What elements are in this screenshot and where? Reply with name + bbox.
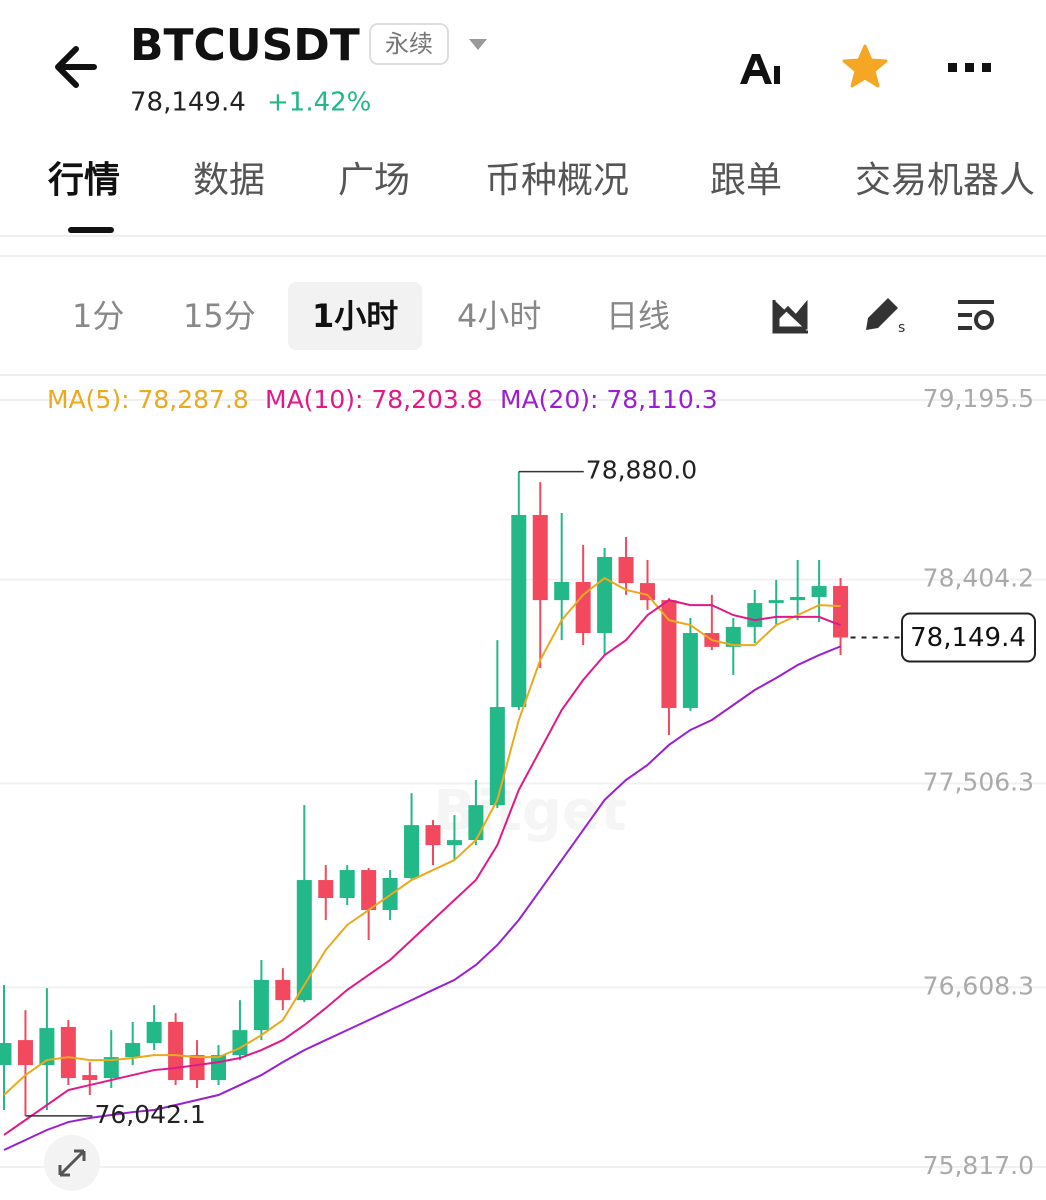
interval-tab[interactable]: 1分 [72, 297, 124, 335]
fullscreen-icon[interactable] [58, 1149, 86, 1177]
interval-tab[interactable]: 1小时 [312, 297, 398, 335]
candle-body [146, 1021, 162, 1044]
header-price: 78,149.4 [130, 88, 246, 118]
candle-body [168, 1021, 184, 1081]
interval-tab[interactable]: 15分 [183, 297, 256, 335]
settings-line[interactable] [958, 326, 972, 330]
ma-line [3, 645, 841, 1151]
high-marker-label: 78,880.0 [586, 456, 697, 485]
candle-body [17, 1040, 33, 1066]
tab[interactable]: 广场 [338, 160, 410, 201]
tab-underline [68, 227, 114, 233]
back-arrow[interactable] [55, 46, 97, 88]
candle-body [790, 596, 806, 601]
candle-body [446, 840, 462, 846]
more-button[interactable] [948, 63, 991, 72]
candle-body [682, 633, 698, 708]
chart-type-icon[interactable] [772, 299, 808, 334]
candle-body [597, 556, 613, 634]
tab[interactable]: 数据 [193, 160, 265, 201]
y-tick-label: 76,608.3 [923, 971, 1034, 1000]
more-dot[interactable] [948, 63, 957, 72]
y-tick-label: 77,506.3 [923, 767, 1034, 796]
interval-tab[interactable]: 日线 [606, 297, 670, 335]
candle-body [425, 825, 441, 846]
settings-line[interactable] [958, 313, 972, 317]
candle-body [189, 1055, 205, 1081]
last-price-box [901, 612, 1036, 663]
indicator-settings-icon[interactable] [958, 300, 994, 330]
candle-body [725, 626, 741, 647]
candle-body [489, 707, 505, 806]
settings-gear[interactable] [974, 310, 994, 330]
interval-selected-bg [288, 282, 423, 350]
candle-body [554, 581, 570, 601]
last-price-label: 78,149.4 [910, 623, 1026, 653]
candle-body [661, 600, 677, 708]
ma-line [3, 599, 841, 1136]
tab[interactable]: 交易机器人 [855, 160, 1035, 201]
candle-body [361, 870, 377, 911]
watermark: Bitget [433, 779, 626, 844]
badge: 永续 [385, 30, 433, 58]
candle-body [339, 870, 355, 898]
settings-line[interactable] [958, 300, 994, 304]
candle-body [468, 805, 484, 841]
candle-body [640, 583, 655, 601]
candle-body [60, 1026, 76, 1079]
ai-icon[interactable] [740, 54, 772, 84]
draw-tool-icon[interactable] [866, 298, 898, 330]
candle-body [811, 586, 827, 597]
candle-body [575, 581, 591, 634]
candle-body [747, 603, 763, 627]
candle-body [253, 979, 269, 1031]
candle-body [275, 979, 291, 1001]
y-tick-label: 78,404.2 [923, 564, 1034, 593]
tab-bar: 行情 数据 广场 币种概况 跟单 交易机器人 [48, 160, 1035, 233]
candle-body [532, 514, 548, 601]
draw-tool-icon-mark[interactable]: s [898, 320, 905, 336]
legend-entry: MA(5): 78,287.8 [47, 385, 249, 414]
candle-body [0, 1043, 12, 1066]
candle-body [404, 825, 420, 878]
candle-body [511, 514, 527, 708]
chart: Bitget 79,195.5 78,404.2 77,506.3 76,608.3 75… [0, 384, 1046, 1180]
y-tick-label: 75,817.0 [923, 1151, 1034, 1180]
more-dot[interactable] [982, 63, 991, 72]
fullscreen-button[interactable] [44, 1135, 100, 1191]
candle-body [833, 586, 849, 638]
tab[interactable]: 行情 [48, 160, 120, 201]
candle-body [125, 1043, 141, 1058]
badge-box [369, 23, 449, 65]
dropdown-caret[interactable] [469, 39, 487, 50]
legend-entry: MA(20): 78,110.3 [500, 385, 718, 414]
ai-icon-bar[interactable] [774, 66, 780, 84]
candle-body [39, 1028, 55, 1066]
candle-body [768, 600, 784, 604]
candle-body [82, 1075, 98, 1081]
low-marker-label: 76,042.1 [94, 1100, 205, 1129]
interval-tab[interactable]: 4小时 [457, 297, 541, 335]
candle-body [318, 880, 334, 898]
candle-body [211, 1055, 226, 1081]
ai-button[interactable] [740, 54, 780, 84]
header-change: +1.42% [267, 88, 371, 118]
ma-line [3, 576, 841, 1096]
candle-body [296, 880, 312, 1001]
symbol-title: BTCUSDT [130, 20, 360, 71]
tab[interactable]: 币种概况 [485, 160, 629, 201]
candle-body [103, 1057, 119, 1079]
favorite-star[interactable] [842, 44, 888, 88]
candle-body [618, 556, 634, 584]
legend-entry: MA(10): 78,203.8 [265, 385, 483, 414]
back-button[interactable] [55, 46, 97, 88]
tab[interactable]: 跟单 [710, 160, 782, 201]
y-tick-label: 79,195.5 [923, 384, 1034, 413]
more-dot[interactable] [965, 63, 974, 72]
interval-bar: 1分 15分 1小时 4小时 日线 [72, 282, 670, 350]
